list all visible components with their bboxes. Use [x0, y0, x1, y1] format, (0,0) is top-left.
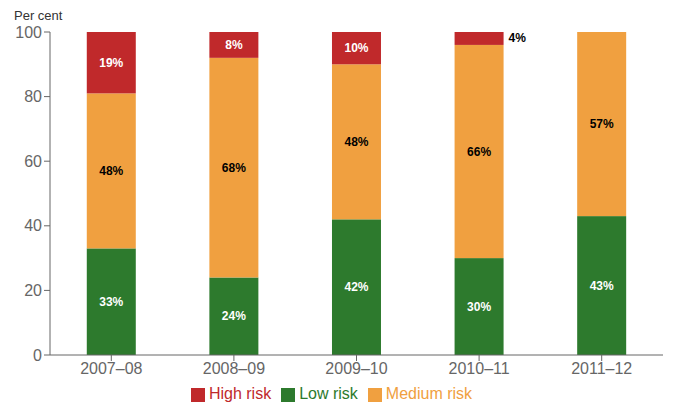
svg-text:80: 80 [24, 88, 42, 105]
svg-text:2010–11: 2010–11 [449, 360, 510, 377]
svg-text:19%: 19% [99, 56, 123, 70]
svg-text:57%: 57% [590, 117, 614, 131]
svg-text:20: 20 [24, 282, 42, 299]
svg-text:42%: 42% [344, 280, 368, 294]
html-text:High risk: High risk [208, 385, 272, 402]
svg-text:60: 60 [24, 153, 42, 170]
html-text:Per cent: Per cent [14, 8, 63, 23]
svg-text:30%: 30% [467, 300, 491, 314]
html-text:Medium risk: Medium risk [385, 385, 473, 402]
svg-text:2008–09: 2008–09 [203, 360, 265, 377]
svg-text:43%: 43% [590, 279, 614, 293]
svg-text:2009–10: 2009–10 [325, 360, 387, 377]
svg-text:10%: 10% [344, 41, 368, 55]
svg-text:0: 0 [33, 347, 42, 364]
svg-text:48%: 48% [344, 135, 368, 149]
svg-text:40: 40 [24, 217, 42, 234]
svg-text:33%: 33% [99, 295, 123, 309]
svg-text:66%: 66% [467, 145, 491, 159]
svg-text:24%: 24% [222, 309, 246, 323]
svg-text:2007–08: 2007–08 [80, 360, 142, 377]
svg-text:100: 100 [15, 24, 42, 41]
svg-text:8%: 8% [225, 38, 243, 52]
html-text:Low risk: Low risk [299, 385, 358, 402]
svg-text:2011–12: 2011–12 [571, 360, 632, 377]
svg-text:68%: 68% [222, 161, 246, 175]
svg-text:4%: 4% [509, 32, 527, 45]
svg-text:48%: 48% [99, 164, 123, 178]
